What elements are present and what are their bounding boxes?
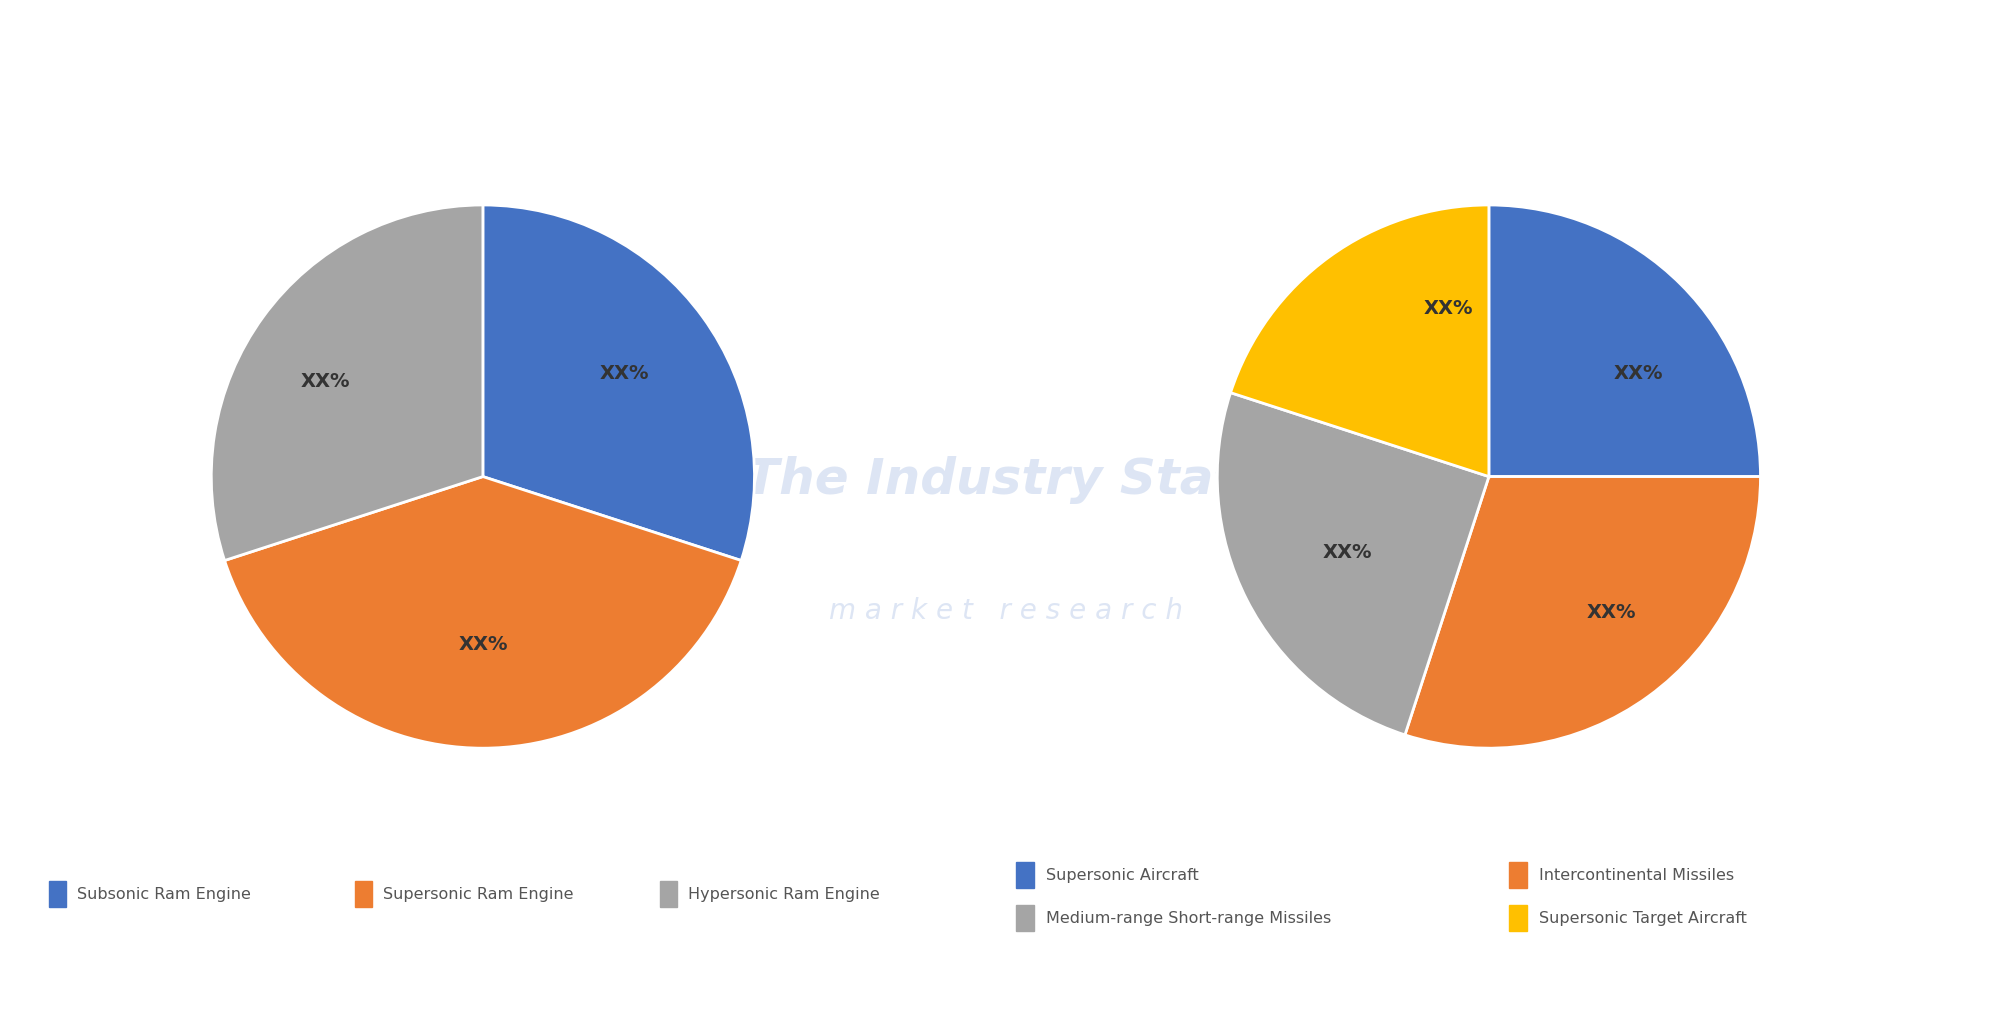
Text: Medium-range Short-range Missiles: Medium-range Short-range Missiles [1046,911,1330,926]
Text: Website: www.theindustrystats.com: Website: www.theindustrystats.com [1449,965,1805,984]
Bar [354,881,372,908]
Bar [1016,862,1034,888]
Text: XX%: XX% [1614,364,1664,383]
Text: Subsonic Ram Engine: Subsonic Ram Engine [76,887,252,901]
Wedge shape [1404,477,1760,748]
Bar [1509,862,1527,888]
Wedge shape [225,477,740,748]
Text: Email: sales@theindustrystats.com: Email: sales@theindustrystats.com [744,965,1088,984]
Text: Intercontinental Missiles: Intercontinental Missiles [1539,868,1734,882]
Text: Hypersonic Ram Engine: Hypersonic Ram Engine [688,887,879,901]
Text: m a r k e t   r e s e a r c h: m a r k e t r e s e a r c h [829,597,1183,626]
Bar [660,881,678,908]
Text: XX%: XX% [1422,299,1473,317]
Text: Supersonic Ram Engine: Supersonic Ram Engine [382,887,573,901]
Bar [1016,906,1034,931]
Text: Source: Theindustrystats Analysis: Source: Theindustrystats Analysis [24,965,360,984]
Bar [50,881,66,908]
Text: XX%: XX% [300,372,350,391]
Wedge shape [1231,205,1489,477]
Text: XX%: XX% [600,364,648,383]
Text: XX%: XX% [1324,544,1372,562]
Text: Supersonic Target Aircraft: Supersonic Target Aircraft [1539,911,1746,926]
Wedge shape [211,205,483,561]
Text: Fig. Global Turbo Stamping Combination Engine Market Share by Product Types & Ap: Fig. Global Turbo Stamping Combination E… [24,32,1306,57]
Text: Supersonic Aircraft: Supersonic Aircraft [1046,868,1199,882]
Text: XX%: XX% [459,636,507,654]
Text: The Industry Stats: The Industry Stats [744,455,1268,504]
Wedge shape [1217,392,1489,735]
Text: XX%: XX% [1585,603,1636,622]
Bar [1509,906,1527,931]
Wedge shape [1489,205,1760,477]
Wedge shape [483,205,754,561]
